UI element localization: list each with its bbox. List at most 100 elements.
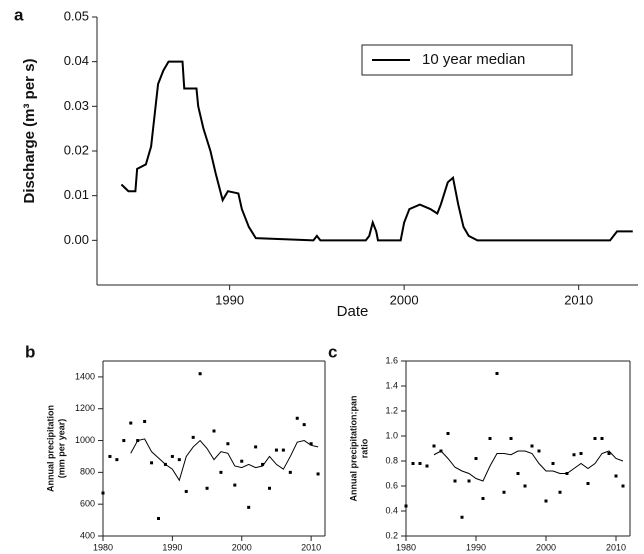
y-tick-label: 400 — [80, 530, 95, 540]
data-point — [191, 435, 195, 439]
data-point — [600, 437, 604, 440]
data-point — [170, 454, 174, 458]
x-tick-label: 1990 — [466, 542, 486, 552]
data-point — [261, 462, 265, 466]
data-point — [530, 444, 534, 448]
y-tick-label: 1.2 — [385, 405, 398, 415]
y-axis-label: ratio — [359, 438, 369, 458]
data-point — [288, 470, 292, 474]
y-tick-label: 0.2 — [385, 530, 398, 540]
data-point — [212, 429, 216, 433]
data-point — [274, 448, 278, 452]
data-point — [446, 432, 450, 435]
x-axis-label: Date — [337, 303, 369, 320]
data-point — [481, 497, 485, 500]
y-tick-label: 0.4 — [385, 505, 398, 515]
legend-label: 10 year median — [422, 51, 525, 68]
panel-label: c — [328, 342, 337, 361]
data-point — [101, 491, 105, 495]
x-tick-label: 2000 — [390, 292, 419, 307]
data-point — [551, 462, 555, 465]
data-line — [120, 60, 633, 242]
data-point — [281, 448, 285, 452]
data-point — [502, 490, 506, 494]
y-tick-label: 600 — [80, 499, 95, 509]
data-point — [607, 452, 611, 455]
data-point — [432, 444, 436, 448]
data-point — [316, 472, 320, 476]
panel-label: b — [25, 342, 35, 361]
y-tick-label: 1.0 — [385, 430, 398, 440]
data-point — [108, 454, 112, 458]
panel-label: a — [14, 5, 24, 24]
y-tick-label: 800 — [80, 467, 95, 477]
data-point — [453, 479, 457, 483]
x-tick-label: 1980 — [396, 542, 416, 552]
y-tick-label: 1.4 — [385, 380, 398, 390]
data-point — [247, 505, 251, 509]
x-tick-label: 1990 — [162, 542, 182, 552]
data-point — [572, 453, 576, 457]
data-line — [130, 438, 319, 482]
data-point — [579, 452, 583, 455]
y-tick-label: 0.03 — [64, 98, 89, 113]
data-point — [586, 482, 590, 485]
data-point — [411, 462, 415, 465]
y-tick-label: 1200 — [75, 403, 95, 413]
data-point — [177, 458, 181, 462]
y-tick-label: 0.8 — [385, 455, 398, 465]
y-axis-label: (mm per year) — [56, 419, 66, 479]
data-point — [184, 489, 188, 493]
x-tick-label: 2000 — [536, 542, 556, 552]
data-point — [523, 484, 527, 488]
data-point — [558, 490, 562, 494]
y-tick-label: 1.6 — [385, 355, 398, 365]
data-point — [467, 479, 471, 483]
data-point — [302, 423, 306, 427]
data-point — [404, 504, 408, 508]
data-line — [433, 450, 624, 482]
data-point — [233, 483, 237, 487]
data-point — [614, 474, 618, 478]
data-point — [418, 462, 422, 465]
y-tick-label: 0.00 — [64, 232, 89, 247]
x-tick-label: 2000 — [232, 542, 252, 552]
data-point — [593, 437, 597, 440]
y-axis-label: Annual precipitation — [45, 405, 55, 492]
data-point — [240, 459, 244, 463]
data-point — [157, 517, 160, 520]
data-point — [495, 372, 499, 375]
data-point — [544, 499, 548, 503]
data-point — [129, 421, 133, 425]
data-point — [509, 437, 513, 440]
y-axis-label: Annual precipitation:pan — [348, 395, 358, 501]
y-tick-label: 0.02 — [64, 142, 89, 157]
data-point — [115, 458, 119, 462]
x-tick-label: 2010 — [301, 542, 321, 552]
x-tick-label: 2010 — [564, 292, 593, 307]
y-tick-label: 0.6 — [385, 480, 398, 490]
data-point — [309, 442, 313, 446]
data-point — [295, 416, 299, 420]
x-tick-label: 1990 — [215, 292, 244, 307]
data-point — [621, 484, 625, 488]
data-point — [219, 470, 223, 474]
data-point — [460, 515, 464, 519]
data-point — [122, 439, 126, 443]
data-point — [226, 442, 230, 446]
y-tick-label: 1000 — [75, 435, 95, 445]
x-tick-label: 1980 — [93, 542, 113, 552]
y-axis-label: Discharge (m³ per s) — [21, 58, 38, 203]
y-tick-label: 0.04 — [64, 53, 89, 68]
data-point — [150, 461, 154, 465]
data-point — [205, 486, 209, 490]
data-point — [268, 486, 271, 490]
data-point — [537, 449, 541, 453]
x-tick-label: 2010 — [606, 542, 626, 552]
data-point — [474, 457, 478, 460]
data-point — [143, 419, 147, 423]
y-tick-label: 0.01 — [64, 187, 89, 202]
data-point — [516, 472, 520, 475]
data-point — [488, 437, 492, 440]
